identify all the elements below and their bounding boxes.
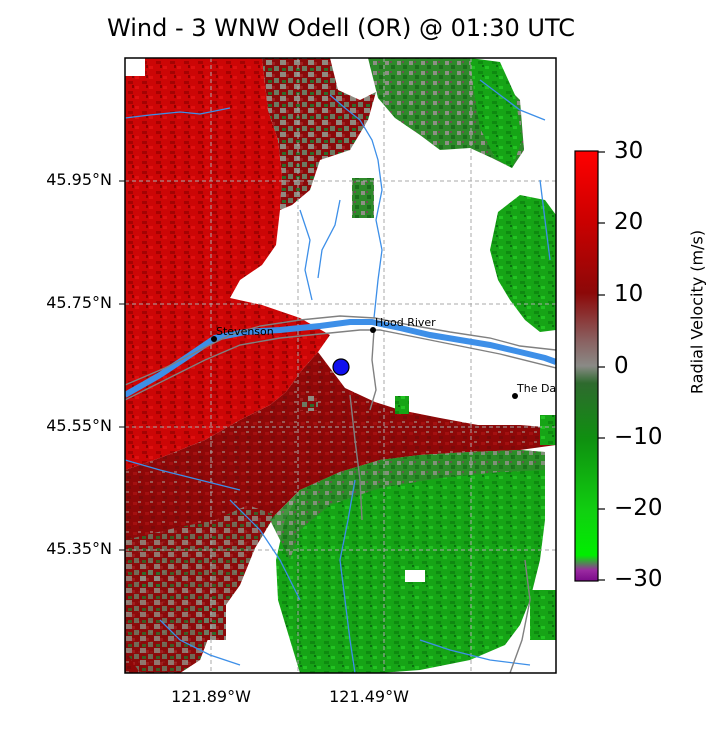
rivers	[125, 79, 551, 673]
velocity-outbound-north	[262, 58, 376, 210]
velocity-patch	[530, 590, 556, 640]
map-gridlines	[125, 58, 556, 673]
radar-site-marker	[332, 358, 350, 376]
lon-label: 121.49°W	[329, 687, 409, 706]
velocity-patch	[300, 395, 318, 411]
map-frame	[124, 57, 557, 674]
velocity-mixed-south	[270, 450, 545, 560]
lat-label: 45.55°N	[46, 416, 112, 435]
colorbar-tick-label: −10	[614, 424, 663, 450]
columbia-river	[125, 319, 556, 398]
colorbar-tick-label: −30	[614, 566, 663, 592]
figure-title: Wind - 3 WNW Odell (OR) @ 01:30 UTC	[107, 14, 575, 42]
colorbar-tick-label: 30	[614, 138, 644, 164]
velocity-patch	[352, 178, 374, 218]
colorbar-tick-label: 0	[614, 353, 629, 379]
colorbar	[574, 150, 599, 582]
lat-label: 45.95°N	[46, 170, 112, 189]
colorbar-axis-label: Radial Velocity (m/s)	[687, 229, 707, 395]
velocity-patch	[540, 415, 556, 445]
city-label: The Dall	[516, 382, 562, 395]
velocity-inbound-northeast	[470, 58, 522, 168]
city-marker	[211, 336, 217, 342]
city-label: Hood River	[375, 316, 436, 329]
city-label: Stevenson	[216, 325, 274, 338]
colorbar-ticks	[598, 151, 605, 581]
velocity-patch	[395, 396, 409, 414]
colorbar-tick-label: −20	[614, 495, 663, 521]
lat-label: 45.35°N	[46, 539, 112, 558]
city-marker	[512, 393, 518, 399]
velocity-inbound-east	[490, 195, 556, 332]
velocity-field: Stevenson Hood River The Dall	[125, 58, 562, 673]
velocity-patch	[140, 570, 160, 588]
city-markers	[211, 327, 518, 399]
roads	[125, 315, 556, 673]
lat-label: 45.75°N	[46, 293, 112, 312]
velocity-patch	[200, 600, 226, 640]
city-marker	[370, 327, 376, 333]
colorbar-tick-label: 20	[614, 209, 644, 235]
velocity-inbound-south	[276, 450, 545, 673]
colorbar-tick-label: 10	[614, 281, 644, 307]
lon-label: 121.89°W	[171, 687, 251, 706]
velocity-mixed-southwest	[125, 505, 275, 673]
